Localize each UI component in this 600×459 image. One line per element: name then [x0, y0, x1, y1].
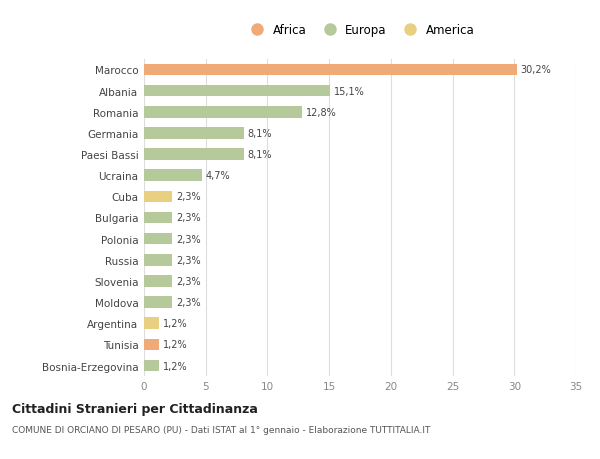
Bar: [144, 275, 172, 287]
Text: Cittadini Stranieri per Cittadinanza: Cittadini Stranieri per Cittadinanza: [12, 403, 258, 415]
Text: 30,2%: 30,2%: [520, 65, 551, 75]
Bar: [144, 85, 331, 97]
Text: 2,3%: 2,3%: [176, 213, 201, 223]
Text: 2,3%: 2,3%: [176, 297, 201, 308]
Bar: [144, 128, 244, 140]
Text: 2,3%: 2,3%: [176, 276, 201, 286]
Text: 1,2%: 1,2%: [163, 319, 187, 329]
Bar: [144, 149, 244, 161]
Bar: [144, 106, 302, 118]
Legend: Africa, Europa, America: Africa, Europa, America: [245, 24, 475, 37]
Bar: [144, 191, 172, 203]
Bar: [144, 254, 172, 266]
Bar: [144, 233, 172, 245]
Text: 4,7%: 4,7%: [206, 171, 230, 181]
Text: 1,2%: 1,2%: [163, 361, 187, 371]
Bar: [144, 360, 159, 372]
Bar: [144, 64, 517, 76]
Bar: [144, 339, 159, 351]
Text: 15,1%: 15,1%: [334, 86, 365, 96]
Bar: [144, 297, 172, 308]
Text: COMUNE DI ORCIANO DI PESARO (PU) - Dati ISTAT al 1° gennaio - Elaborazione TUTTI: COMUNE DI ORCIANO DI PESARO (PU) - Dati …: [12, 425, 430, 434]
Text: 1,2%: 1,2%: [163, 340, 187, 350]
Text: 2,3%: 2,3%: [176, 192, 201, 202]
Bar: [144, 212, 172, 224]
Text: 2,3%: 2,3%: [176, 234, 201, 244]
Text: 2,3%: 2,3%: [176, 255, 201, 265]
Text: 8,1%: 8,1%: [248, 129, 272, 139]
Bar: [144, 170, 202, 182]
Bar: [144, 318, 159, 330]
Text: 12,8%: 12,8%: [305, 107, 337, 118]
Text: 8,1%: 8,1%: [248, 150, 272, 160]
